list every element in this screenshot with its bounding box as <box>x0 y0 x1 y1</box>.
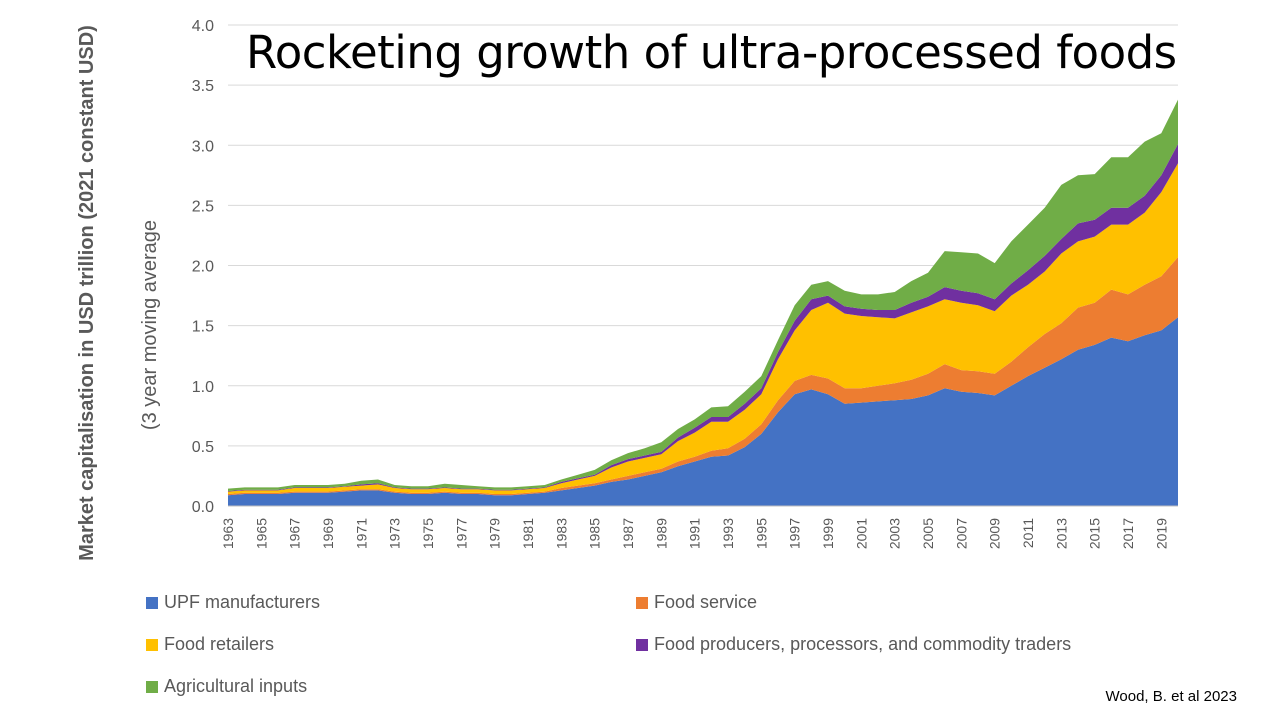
x-tick-label: 2009 <box>987 518 1003 549</box>
legend-item-agricultural-inputs: Agricultural inputs <box>146 676 307 697</box>
x-tick-label: 1989 <box>653 518 669 549</box>
x-tick-label: 2019 <box>1153 518 1169 549</box>
x-tick-label: 1975 <box>420 518 436 549</box>
y-tick-label: 3.5 <box>192 78 214 95</box>
legend-label: Food retailers <box>164 634 275 654</box>
legend-label: Agricultural inputs <box>164 676 308 696</box>
y-tick-label: 1.0 <box>192 379 214 396</box>
x-tick-label: 1977 <box>453 518 469 549</box>
x-tick-label: 1981 <box>520 518 536 549</box>
x-tick-label: 1985 <box>587 518 603 549</box>
y-tick-label: 2.0 <box>192 259 214 276</box>
chart-title: Rocketing growth of ultra-processed food… <box>246 26 1177 79</box>
x-tick-label: 1969 <box>320 518 336 549</box>
y-tick-label: 2.5 <box>192 198 214 215</box>
series-area <box>228 317 1178 506</box>
x-tick-label: 1999 <box>820 518 836 549</box>
x-tick-label: 2001 <box>853 518 869 549</box>
x-tick-label: 2011 <box>1020 518 1036 548</box>
y-tick-label: 0.5 <box>192 439 214 456</box>
legend-swatch <box>146 680 158 693</box>
legend-label: UPF manufacturers <box>164 592 321 612</box>
x-tick-label: 1963 <box>220 518 236 549</box>
y-tick-label: 3.0 <box>192 138 214 155</box>
legend-item-food-retailers: Food retailers <box>146 634 274 655</box>
legend-item-food-service: Food service <box>636 592 757 613</box>
x-tick-label: 2005 <box>920 518 936 549</box>
legend-swatch <box>146 638 158 651</box>
legend-swatch <box>146 596 158 609</box>
x-tick-label: 1979 <box>487 518 503 549</box>
legend-item-upf-manufacturers: UPF manufacturers <box>146 592 320 613</box>
x-tick-label: 1991 <box>687 518 703 549</box>
x-tick-label: 1983 <box>553 518 569 549</box>
x-tick-label: 1987 <box>620 518 636 549</box>
x-tick-label: 1971 <box>353 518 369 549</box>
y-tick-label: 4.0 <box>192 18 214 35</box>
source-citation: Wood, B. et al 2023 <box>1105 688 1237 705</box>
legend-swatch <box>636 596 648 609</box>
x-tick-label: 1965 <box>253 518 269 549</box>
series-area <box>228 257 1178 496</box>
x-tick-label: 2007 <box>953 518 969 549</box>
x-tick-label: 2003 <box>887 518 903 549</box>
x-tick-label: 2015 <box>1087 518 1103 549</box>
x-tick-label: 1997 <box>787 518 803 549</box>
x-tick-label: 1973 <box>387 518 403 549</box>
y-tick-label: 0.0 <box>192 499 214 516</box>
x-tick-label: 2013 <box>1053 518 1069 549</box>
x-tick-label: 1995 <box>753 518 769 549</box>
legend-label: Food producers, processors, and commodit… <box>654 634 1072 654</box>
y-tick-label: 1.5 <box>192 319 214 336</box>
legend-item-food-producers: Food producers, processors, and commodit… <box>636 634 1071 655</box>
x-tick-label: 1967 <box>287 518 303 549</box>
x-tick-label: 1993 <box>720 518 736 549</box>
x-tick-label: 2017 <box>1120 518 1136 549</box>
series-area <box>228 99 1178 491</box>
legend-label: Food service <box>654 592 758 612</box>
series-area <box>228 163 1178 495</box>
legend-swatch <box>636 638 648 651</box>
